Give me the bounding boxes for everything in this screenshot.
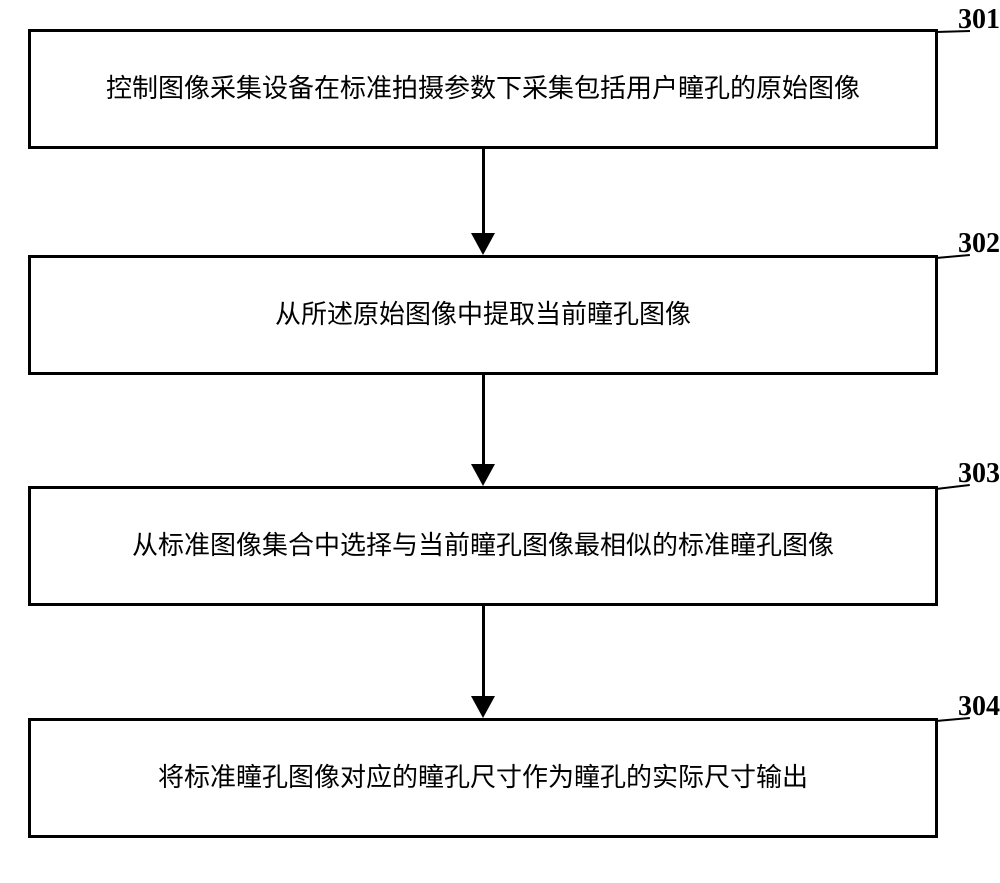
arrow-shaft xyxy=(482,375,485,464)
arrow-shaft xyxy=(482,606,485,696)
flow-step-301: 控制图像采集设备在标准拍摄参数下采集包括用户瞳孔的原始图像 xyxy=(28,29,938,149)
flow-step-text: 将标准瞳孔图像对应的瞳孔尺寸作为瞳孔的实际尺寸输出 xyxy=(148,757,818,799)
flowchart-canvas: 控制图像采集设备在标准拍摄参数下采集包括用户瞳孔的原始图像301从所述原始图像中… xyxy=(0,0,1000,883)
flow-step-text: 从所述原始图像中提取当前瞳孔图像 xyxy=(265,294,701,336)
arrow-head-icon xyxy=(471,464,495,486)
flow-step-304: 将标准瞳孔图像对应的瞳孔尺寸作为瞳孔的实际尺寸输出 xyxy=(28,718,938,838)
arrow-head-icon xyxy=(471,696,495,718)
flow-step-303: 从标准图像集合中选择与当前瞳孔图像最相似的标准瞳孔图像 xyxy=(28,486,938,606)
flow-step-302: 从所述原始图像中提取当前瞳孔图像 xyxy=(28,255,938,375)
arrow-shaft xyxy=(482,149,485,233)
flow-step-text: 控制图像采集设备在标准拍摄参数下采集包括用户瞳孔的原始图像 xyxy=(96,68,870,110)
flow-step-text: 从标准图像集合中选择与当前瞳孔图像最相似的标准瞳孔图像 xyxy=(122,525,844,567)
arrow-head-icon xyxy=(471,233,495,255)
